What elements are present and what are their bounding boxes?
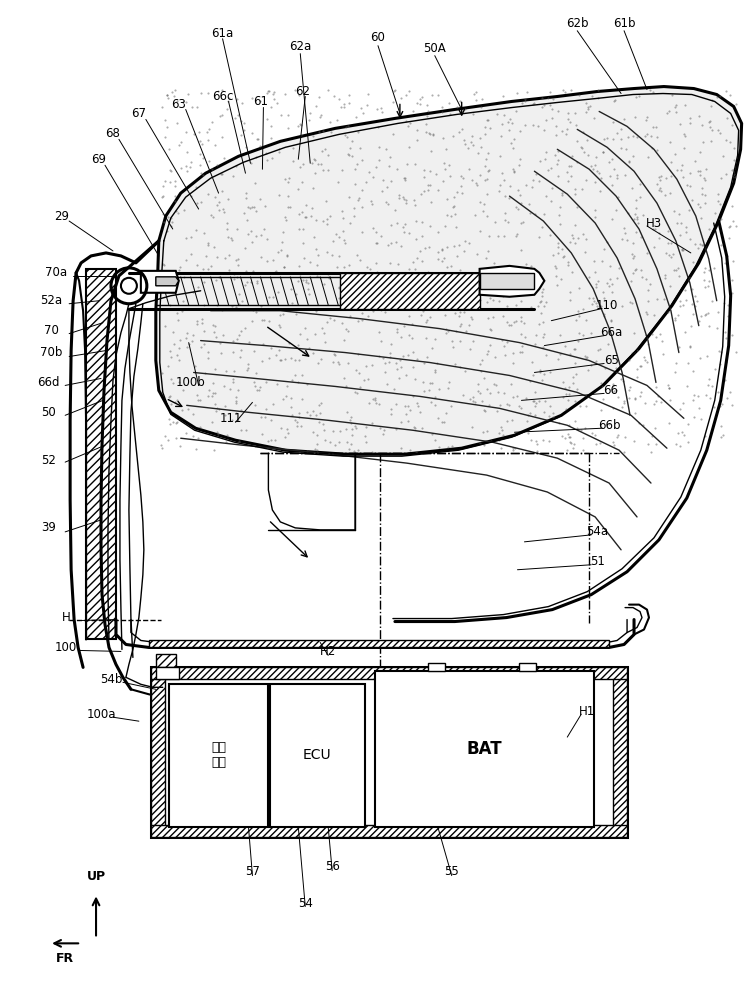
- Text: 111: 111: [219, 412, 242, 425]
- Text: 充电
单元: 充电 单元: [211, 741, 226, 769]
- Text: 65: 65: [604, 354, 619, 367]
- Text: 63: 63: [172, 98, 187, 111]
- Text: UP: UP: [86, 870, 106, 883]
- Text: FR: FR: [56, 952, 74, 965]
- Polygon shape: [149, 640, 609, 647]
- Text: H: H: [61, 611, 70, 624]
- Text: 70: 70: [43, 324, 58, 337]
- Polygon shape: [270, 684, 365, 827]
- Polygon shape: [156, 277, 179, 286]
- Text: 70a: 70a: [45, 266, 67, 279]
- Polygon shape: [340, 273, 479, 309]
- Text: 51: 51: [589, 555, 604, 568]
- Text: 62b: 62b: [566, 17, 589, 30]
- Text: 50A: 50A: [423, 42, 446, 55]
- Polygon shape: [156, 667, 179, 679]
- Text: 52a: 52a: [40, 294, 62, 307]
- Text: 66c: 66c: [212, 90, 233, 103]
- Text: 61b: 61b: [613, 17, 635, 30]
- Polygon shape: [520, 663, 536, 671]
- Polygon shape: [141, 271, 179, 293]
- Text: 69: 69: [91, 153, 106, 166]
- Text: H2: H2: [320, 645, 336, 658]
- Text: 29: 29: [54, 210, 69, 223]
- Polygon shape: [86, 269, 116, 639]
- Text: 56: 56: [325, 860, 339, 873]
- Text: 52: 52: [40, 454, 55, 467]
- Text: 60: 60: [371, 31, 386, 44]
- Polygon shape: [613, 667, 627, 837]
- Text: 57: 57: [245, 865, 260, 878]
- Polygon shape: [156, 654, 176, 667]
- Text: H1: H1: [579, 705, 595, 718]
- Text: 61: 61: [253, 95, 268, 108]
- Text: 62: 62: [295, 85, 310, 98]
- Text: 100: 100: [55, 641, 77, 654]
- Text: 54b: 54b: [100, 673, 122, 686]
- Text: 100b: 100b: [176, 376, 205, 389]
- Text: 66b: 66b: [598, 419, 620, 432]
- Text: 67: 67: [131, 107, 146, 120]
- Text: BAT: BAT: [467, 740, 503, 758]
- Text: 61a: 61a: [211, 27, 234, 40]
- Polygon shape: [169, 684, 268, 827]
- Text: 54: 54: [298, 897, 312, 910]
- Text: 54a: 54a: [586, 525, 608, 538]
- Text: 70b: 70b: [40, 346, 62, 359]
- Polygon shape: [151, 825, 627, 837]
- Polygon shape: [151, 667, 627, 679]
- Polygon shape: [479, 273, 534, 289]
- Polygon shape: [156, 87, 742, 454]
- Text: 66: 66: [604, 384, 619, 397]
- Text: H3: H3: [646, 217, 662, 230]
- Polygon shape: [375, 671, 594, 827]
- Text: 66a: 66a: [600, 326, 622, 339]
- Polygon shape: [151, 667, 627, 837]
- Polygon shape: [151, 667, 165, 837]
- Text: 55: 55: [444, 865, 459, 878]
- Text: 100a: 100a: [86, 708, 116, 721]
- Text: 68: 68: [106, 127, 121, 140]
- Text: 62a: 62a: [289, 40, 312, 53]
- Text: ECU: ECU: [303, 748, 332, 762]
- Text: 66d: 66d: [37, 376, 59, 389]
- Text: 50: 50: [41, 406, 55, 419]
- Text: 110: 110: [596, 299, 619, 312]
- Text: 39: 39: [40, 521, 55, 534]
- Circle shape: [121, 278, 137, 294]
- Polygon shape: [428, 663, 445, 671]
- Polygon shape: [479, 266, 545, 297]
